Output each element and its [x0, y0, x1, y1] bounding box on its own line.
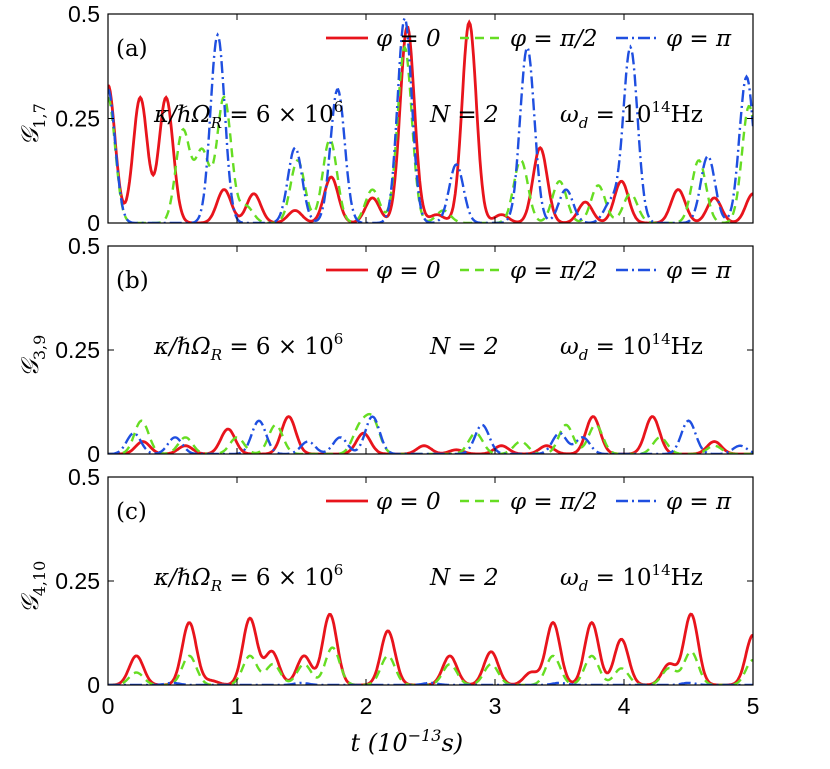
panel-label: (c)	[116, 499, 147, 525]
y-tick-label: 0.5	[68, 464, 100, 490]
y-tick-label: 0	[87, 210, 100, 236]
panel-a: 0 0.25 0.5 𝒢1,7 (a) φ = 0 φ = π/2 φ = π κ/ℏΩR = …	[16, 1, 754, 236]
x-tick-label: 5	[747, 693, 760, 719]
series-line-1	[108, 44, 753, 223]
annotation-kappa: κ/ℏΩR = 6 × 106	[153, 330, 343, 364]
y-axis-label: 𝒢3,9	[16, 335, 49, 378]
legend-entry-0: φ = 0	[376, 26, 441, 52]
annotation-N: N = 2	[429, 565, 499, 591]
legend-entry-2: φ = π	[666, 489, 732, 515]
x-tick-label: 4	[618, 693, 631, 719]
series-line-0	[108, 415, 753, 454]
annotation-N: N = 2	[429, 334, 499, 360]
legend: φ = 0 φ = π/2 φ = π	[326, 26, 732, 52]
panel-b: 0 0.25 0.5 𝒢3,9 (b) φ = 0 φ = π/2 φ = π κ/ℏΩR = …	[16, 233, 754, 467]
series-line-0	[108, 612, 753, 685]
x-tick-label: 2	[360, 693, 373, 719]
panel-label: (a)	[116, 36, 148, 62]
x-axis-label: t (10−13s)	[351, 726, 464, 757]
legend-entry-1: φ = π/2	[510, 258, 598, 284]
annotation-kappa: κ/ℏΩR = 6 × 106	[153, 561, 343, 595]
annotation-omega: ωd = 1014Hz	[560, 98, 703, 132]
annotation: κ/ℏΩR = 6 × 106 N = 2 ωd = 1014Hz	[153, 330, 703, 364]
annotation-omega: ωd = 1014Hz	[560, 330, 703, 364]
y-axis-label: 𝒢4,10	[16, 561, 49, 614]
legend-entry-1: φ = π/2	[510, 26, 598, 52]
y-tick-label: 0.25	[55, 568, 100, 594]
y-tick-label: 0	[87, 441, 100, 467]
y-tick-label: 0.5	[68, 233, 100, 259]
legend: φ = 0 φ = π/2 φ = π	[326, 489, 732, 515]
annotation-kappa: κ/ℏΩR = 6 × 106	[153, 98, 343, 132]
annotation-N: N = 2	[429, 102, 499, 128]
legend-entry-0: φ = 0	[376, 258, 441, 284]
y-tick-label: 0.25	[55, 106, 100, 132]
y-tick-label: 0.25	[55, 337, 100, 363]
legend-entry-1: φ = π/2	[510, 489, 598, 515]
x-tick-label: 3	[489, 693, 502, 719]
annotation-omega: ωd = 1014Hz	[560, 561, 703, 595]
y-tick-label: 0	[87, 672, 100, 698]
annotation: κ/ℏΩR = 6 × 106 N = 2 ωd = 1014Hz	[153, 98, 703, 132]
legend-entry-2: φ = π	[666, 258, 732, 284]
y-tick-label: 0.5	[68, 1, 100, 27]
legend-entry-0: φ = 0	[376, 489, 441, 515]
y-axis-label: 𝒢1,7	[16, 103, 49, 146]
panel-label: (b)	[116, 268, 149, 294]
x-tick-label: 0	[102, 693, 115, 719]
legend-entry-2: φ = π	[666, 26, 732, 52]
legend: φ = 0 φ = π/2 φ = π	[326, 258, 732, 284]
x-tick-label: 1	[231, 693, 244, 719]
annotation: κ/ℏΩR = 6 × 106 N = 2 ωd = 1014Hz	[153, 561, 703, 595]
series-line-1	[108, 412, 753, 454]
